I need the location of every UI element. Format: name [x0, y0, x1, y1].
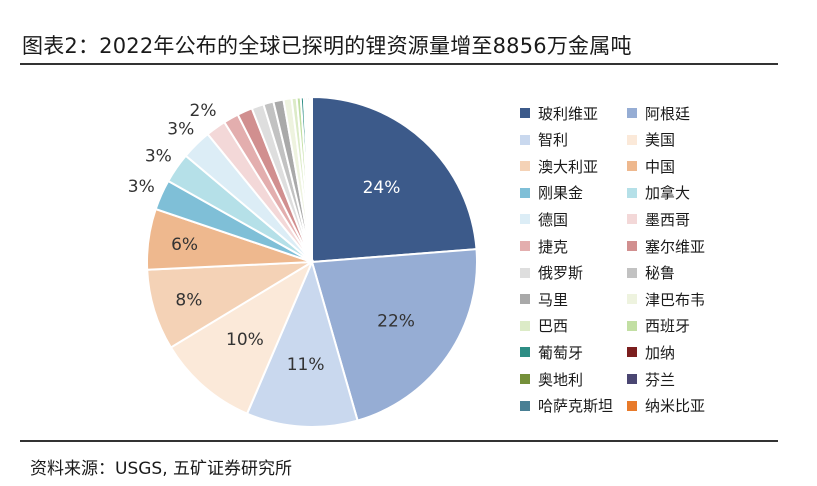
legend-swatch [520, 294, 530, 305]
legend-label: 德国 [538, 210, 569, 229]
legend-swatch [520, 108, 530, 118]
legend-item: 塞尔维亚 [627, 237, 706, 256]
legend-item: 俄罗斯 [520, 264, 583, 282]
legend-item: 葡萄牙 [520, 343, 584, 362]
legend-label: 加纳 [645, 343, 676, 362]
bottom-rule [20, 440, 778, 442]
legend-item: 加纳 [627, 343, 676, 362]
pie-slice [245, 259, 359, 428]
chart-title: 图表2：2022年公布的全球已探明的锂资源量增至8856万金属吨 [22, 34, 632, 58]
legend-swatch [627, 320, 637, 331]
legend-label: 马里 [538, 290, 569, 309]
slice-label: 6% [171, 235, 198, 255]
legend-item: 墨西哥 [627, 210, 691, 229]
legend-label: 墨西哥 [645, 210, 691, 229]
slice-label: 10% [226, 330, 264, 350]
legend-item: 西班牙 [627, 317, 690, 335]
legend-label: 加拿大 [645, 184, 691, 203]
legend-swatch [627, 267, 637, 278]
legend-swatch [520, 214, 530, 225]
legend-swatch [627, 108, 637, 118]
legend-swatch [520, 161, 530, 172]
legend-label: 阿根廷 [645, 104, 691, 123]
source-note: 资料来源：USGS, 五矿证券研究所 [30, 459, 293, 479]
legend-item: 哈萨克斯坦 [520, 397, 613, 415]
legend-item: 芬兰 [627, 370, 676, 389]
legend-label: 捷克 [538, 237, 569, 256]
legend-swatch [627, 161, 637, 172]
legend-label: 葡萄牙 [538, 343, 584, 362]
legend-label: 俄罗斯 [538, 264, 584, 283]
legend-item: 秘鲁 [627, 264, 675, 282]
legend-swatch [627, 214, 637, 225]
legend-label: 西班牙 [645, 317, 691, 336]
legend-swatch [520, 347, 530, 358]
legend-item: 津巴布韦 [627, 290, 706, 309]
slice-label: 3% [128, 177, 155, 197]
legend-swatch [520, 134, 530, 145]
slice-label: 3% [167, 120, 194, 140]
legend-item: 马里 [520, 290, 569, 309]
legend-label: 奥地利 [538, 370, 584, 389]
legend-label: 中国 [645, 157, 676, 176]
legend-item: 美国 [627, 131, 675, 149]
legend-label: 澳大利亚 [538, 157, 599, 176]
legend-swatch [627, 134, 637, 145]
slice-label: 3% [145, 146, 172, 166]
legend-item: 刚果金 [520, 184, 583, 202]
pie-slice [169, 259, 315, 416]
slice-label: 24% [363, 178, 401, 198]
slice-label: 11% [287, 355, 325, 375]
pie-slice [310, 248, 478, 422]
legend-label: 秘鲁 [645, 264, 676, 283]
pie-slice [309, 95, 313, 263]
legend-swatch [520, 400, 530, 411]
legend-label: 智利 [538, 131, 569, 150]
legend-swatch [627, 374, 637, 384]
legend-item: 澳大利亚 [520, 157, 599, 176]
legend-label: 刚果金 [538, 184, 584, 203]
legend-item: 阿根廷 [627, 104, 691, 123]
slice-label: 2% [190, 101, 217, 121]
legend-item: 纳米比亚 [627, 397, 705, 415]
legend-swatch [627, 294, 637, 305]
legend-item: 加拿大 [627, 184, 690, 202]
pie-slice [311, 95, 478, 264]
legend-label: 津巴布韦 [645, 290, 706, 309]
legend-swatch [627, 187, 637, 198]
legend-item: 玻利维亚 [520, 104, 599, 123]
legend-label: 纳米比亚 [645, 397, 706, 416]
legend-item: 中国 [627, 157, 676, 176]
legend-label: 美国 [645, 131, 676, 150]
legend-swatch [520, 187, 530, 198]
legend-item: 智利 [520, 131, 568, 149]
legend-label: 芬兰 [645, 370, 676, 389]
legend-swatch [520, 374, 530, 384]
legend-label: 玻利维亚 [538, 104, 599, 123]
legend-swatch [627, 400, 637, 411]
legend-label: 塞尔维亚 [645, 237, 706, 256]
legend-swatch [520, 320, 530, 331]
legend-swatch [520, 241, 530, 251]
legend-item: 奥地利 [520, 370, 584, 389]
legend-item: 捷克 [520, 237, 569, 256]
legend-swatch [627, 347, 637, 358]
legend-swatch [627, 241, 637, 251]
legend-label: 哈萨克斯坦 [538, 397, 614, 416]
legend-label: 巴西 [538, 317, 569, 336]
legend-swatch [520, 267, 530, 278]
top-rule [20, 63, 778, 65]
legend-item: 德国 [520, 210, 569, 229]
legend-item: 巴西 [520, 317, 568, 335]
slice-label: 22% [377, 311, 415, 331]
slice-label: 8% [175, 290, 202, 310]
